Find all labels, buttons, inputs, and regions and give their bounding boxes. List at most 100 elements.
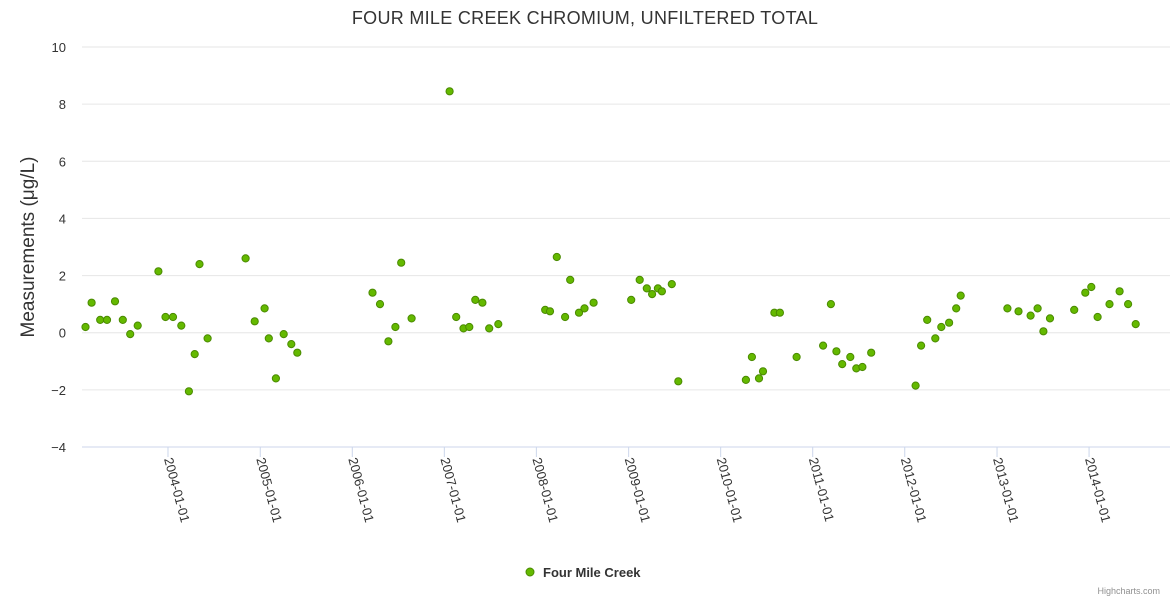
legend[interactable]: Four Mile Creek [525,565,641,580]
data-point[interactable] [1093,312,1102,322]
data-point[interactable] [375,300,385,309]
data-point[interactable] [118,315,127,324]
x-tick-label: 2004-01-01 [161,456,193,524]
data-point[interactable] [1070,305,1079,314]
data-point[interactable] [674,377,683,386]
data-point[interactable] [1124,300,1133,309]
data-point[interactable] [667,280,676,289]
data-point[interactable] [168,312,178,322]
data-point[interactable] [368,288,377,297]
data-point[interactable] [452,312,461,322]
data-point[interactable] [1033,304,1042,313]
data-point[interactable] [574,308,584,317]
data-point[interactable] [110,297,120,306]
data-point[interactable] [161,312,170,322]
data-point[interactable] [819,341,828,350]
data-point[interactable] [754,374,764,383]
data-point[interactable] [260,304,269,313]
legend-label[interactable]: Four Mile Creek [543,565,641,580]
data-point[interactable] [1045,314,1055,323]
data-point[interactable] [1014,307,1023,316]
data-point[interactable] [1039,327,1048,336]
data-point[interactable] [177,321,186,330]
data-point[interactable] [154,267,163,276]
x-tick-label: 2007-01-01 [437,456,469,524]
data-point[interactable] [102,315,112,324]
data-point[interactable] [952,304,961,313]
data-point[interactable] [775,308,785,317]
data-point[interactable] [1105,300,1114,309]
data-point[interactable] [81,322,90,332]
data-point[interactable] [96,315,105,324]
data-point[interactable] [923,315,932,324]
y-tick-label: −4 [51,440,66,455]
data-point[interactable] [494,320,503,329]
data-point[interactable] [832,347,841,356]
data-point[interactable] [241,254,250,263]
data-point[interactable] [133,321,142,330]
data-point[interactable] [1003,304,1012,313]
data-point[interactable] [203,334,212,343]
data-point[interactable] [190,350,199,359]
data-point[interactable] [937,322,946,332]
data-point[interactable] [826,300,836,309]
y-axis-ticks: −4 −2 0 2 4 6 8 10 [51,40,66,455]
data-points [81,87,1140,396]
data-point[interactable] [846,352,855,362]
data-point[interactable] [838,360,847,369]
data-point[interactable] [627,295,636,304]
data-point[interactable] [279,330,288,339]
y-axis-label: Measurements (μg/L) [18,157,39,338]
data-point[interactable] [1115,287,1124,296]
data-point[interactable] [397,258,406,267]
data-point[interactable] [867,348,876,357]
data-point[interactable] [642,284,651,293]
data-point[interactable] [648,290,657,299]
data-point[interactable] [917,341,926,350]
data-point[interactable] [635,275,644,284]
data-point[interactable] [264,334,273,343]
data-point[interactable] [293,348,302,357]
data-point[interactable] [1026,311,1035,320]
data-point[interactable] [471,295,480,304]
data-point[interactable] [1081,288,1090,297]
x-tick-label: 2009-01-01 [622,456,654,524]
data-point[interactable] [1087,282,1096,292]
data-point[interactable] [478,298,487,307]
data-point[interactable] [552,252,561,262]
data-point[interactable] [195,260,204,269]
y-tick-label: 0 [59,326,66,341]
data-point[interactable] [126,330,135,339]
grid-lines [82,46,1170,448]
data-point[interactable] [87,298,96,307]
data-point[interactable] [545,307,555,316]
data-point[interactable] [271,374,280,383]
credits-link[interactable]: Highcharts.com [1097,586,1160,596]
data-point[interactable] [250,317,259,326]
x-tick-label: 2006-01-01 [345,456,377,524]
data-point[interactable] [485,324,494,333]
data-point[interactable] [945,318,954,327]
data-point[interactable] [445,87,454,96]
data-point[interactable] [580,304,589,313]
data-point[interactable] [589,298,598,307]
data-point[interactable] [741,375,751,384]
data-point[interactable] [956,291,965,300]
data-point[interactable] [792,352,801,362]
data-point[interactable] [184,387,193,396]
data-point[interactable] [1131,320,1140,329]
data-point[interactable] [758,367,768,376]
data-point[interactable] [858,362,867,372]
data-point[interactable] [657,287,667,296]
data-point[interactable] [911,381,920,390]
data-point[interactable] [747,352,757,362]
data-point[interactable] [931,334,940,343]
data-point[interactable] [561,312,570,322]
data-point[interactable] [384,337,393,346]
x-tick-label: 2011-01-01 [806,456,837,523]
data-point[interactable] [287,340,296,349]
data-point[interactable] [407,314,416,323]
data-point[interactable] [465,322,474,332]
data-point[interactable] [566,275,575,284]
data-point[interactable] [391,322,400,332]
